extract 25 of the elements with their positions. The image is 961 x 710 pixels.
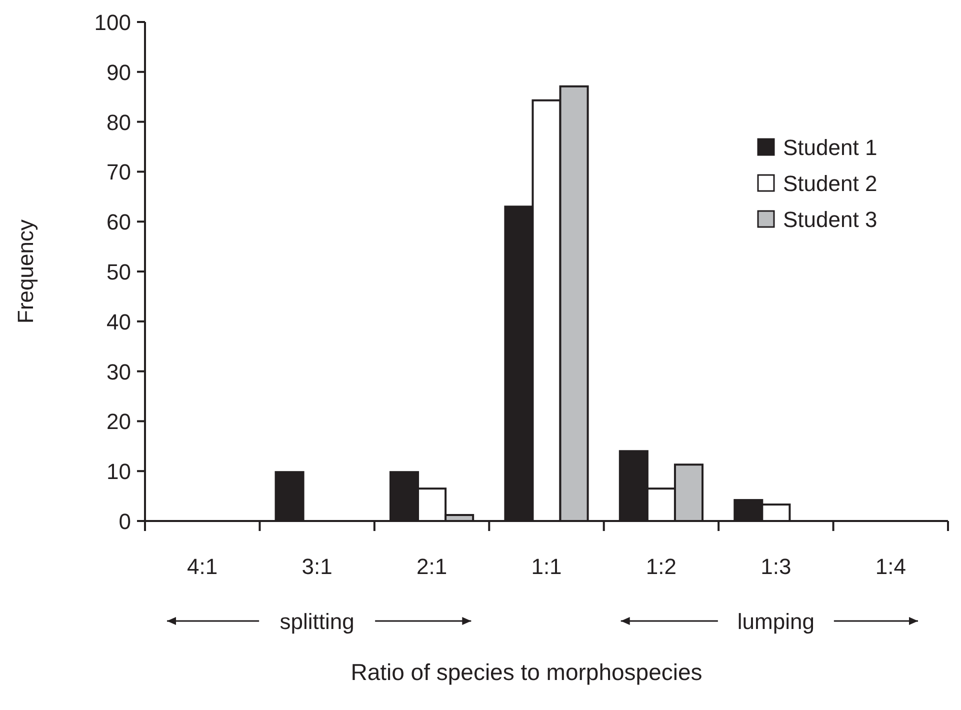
y-tick-label: 30 [106, 359, 131, 384]
x-tick-label: 1:1 [531, 554, 562, 579]
y-tick-label: 40 [106, 309, 131, 334]
x-tick-label: 1:2 [646, 554, 677, 579]
y-tick-label: 70 [106, 160, 131, 185]
y-tick-label: 80 [106, 110, 131, 135]
x-tick-label: 4:1 [187, 554, 218, 579]
y-tick-label: 100 [94, 10, 131, 35]
text: lumping [737, 609, 814, 634]
legend-label: Student 1 [783, 135, 878, 160]
x-tick-label: 3:1 [302, 554, 332, 579]
y-tick-label: 10 [106, 459, 131, 484]
x-tick-label: 1:4 [875, 554, 906, 579]
y-axis-title: Frequency [13, 220, 38, 324]
x-axis-title: Ratio of species to morphospecies [350, 659, 702, 685]
y-tick-label: 60 [106, 210, 131, 235]
x-tick-label: 2:1 [416, 554, 448, 579]
y-tick-label: 20 [106, 409, 131, 434]
x-tick-label: 1:3 [760, 554, 792, 579]
legend-label: Student 2 [783, 171, 878, 196]
y-tick-label: 0 [118, 509, 131, 534]
legend-label: Student 3 [783, 207, 878, 232]
y-tick-label: 50 [106, 260, 131, 284]
y-tick-label: 90 [106, 60, 131, 85]
text: splitting [280, 609, 354, 634]
